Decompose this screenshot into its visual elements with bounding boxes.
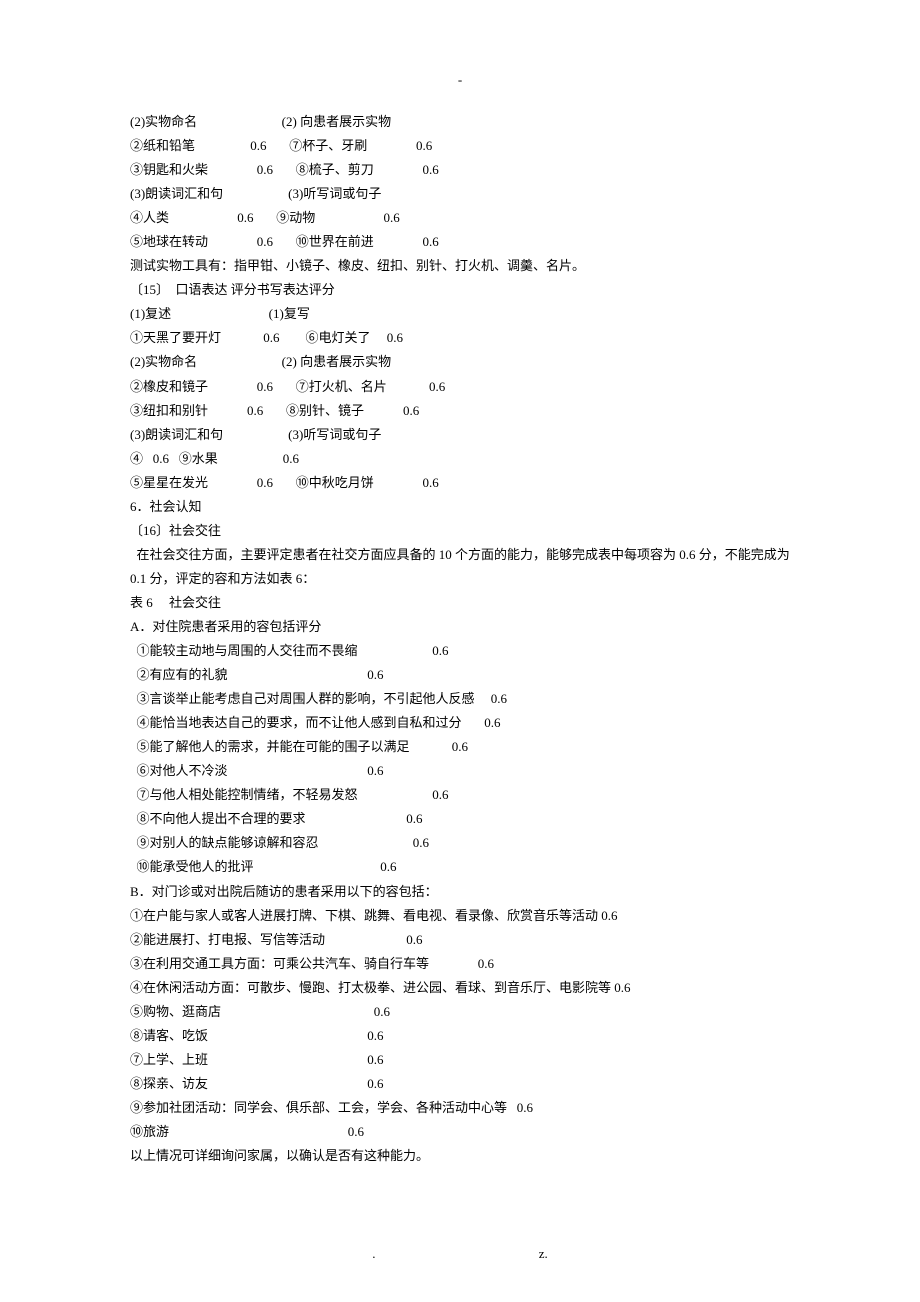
text-line: ⑤地球在转动 0.6 ⑩世界在前进 0.6 xyxy=(130,230,790,254)
text-line: 表 6 社会交往 xyxy=(130,591,790,615)
footer-right: z. xyxy=(539,1242,548,1266)
text-line: ①在户能与家人或客人进展打牌、下棋、跳舞、看电视、看录像、欣赏音乐等活动 0.6 xyxy=(130,904,790,928)
text-line: ①能较主动地与周围的人交往而不畏缩 0.6 xyxy=(130,639,790,663)
text-line: A．对住院患者采用的容包括评分 xyxy=(130,615,790,639)
text-line: (1)复述 (1)复写 xyxy=(130,302,790,326)
text-line: (2)实物命名 (2) 向患者展示实物 xyxy=(130,110,790,134)
text-line: (3)朗读词汇和句 (3)听写词或句子 xyxy=(130,182,790,206)
text-line: ⑤购物、逛商店 0.6 xyxy=(130,1000,790,1024)
text-line: ⑤能了解他人的需求，并能在可能的围子以满足 0.6 xyxy=(130,735,790,759)
text-line: ③在利用交通工具方面：可乘公共汽车、骑自行车等 0.6 xyxy=(130,952,790,976)
text-line: (2)实物命名 (2) 向患者展示实物 xyxy=(130,350,790,374)
text-line: ②橡皮和镜子 0.6 ⑦打火机、名片 0.6 xyxy=(130,375,790,399)
text-line: ④ 0.6 ⑨水果 0.6 xyxy=(130,447,790,471)
text-line: ⑤星星在发光 0.6 ⑩中秋吃月饼 0.6 xyxy=(130,471,790,495)
text-line: ②纸和铅笔 0.6 ⑦杯子、牙刷 0.6 xyxy=(130,134,790,158)
text-line: ④在休闲活动方面：可散步、慢跑、打太极拳、进公园、看球、到音乐厅、电影院等 0.… xyxy=(130,976,790,1000)
text-line: 〔15〕 口语表达 评分书写表达评分 xyxy=(130,278,790,302)
text-line: 〔16〕社会交往 xyxy=(130,519,790,543)
text-line: (3)朗读词汇和句 (3)听写词或句子 xyxy=(130,423,790,447)
text-line: 测试实物工具有：指甲钳、小镜子、橡皮、纽扣、别针、打火机、调羹、名片。 xyxy=(130,254,790,278)
text-line: ④人类 0.6 ⑨动物 0.6 xyxy=(130,206,790,230)
text-line: ④能恰当地表达自己的要求，而不让他人感到自私和过分 0.6 xyxy=(130,711,790,735)
text-line: ②能进展打、打电报、写信等活动 0.6 xyxy=(130,928,790,952)
text-line: ③钥匙和火柴 0.6 ⑧梳子、剪刀 0.6 xyxy=(130,158,790,182)
text-line: ⑧请客、吃饭 0.6 xyxy=(130,1024,790,1048)
text-line: ③纽扣和别针 0.6 ⑧别针、镜子 0.6 xyxy=(130,399,790,423)
text-line: ③言谈举止能考虑自己对周围人群的影响，不引起他人反感 0.6 xyxy=(130,687,790,711)
text-line: ⑧不向他人提出不合理的要求 0.6 xyxy=(130,807,790,831)
document-content: (2)实物命名 (2) 向患者展示实物②纸和铅笔 0.6 ⑦杯子、牙刷 0.6③… xyxy=(130,110,790,1168)
top-marker: - xyxy=(458,68,462,92)
text-line: 在社会交往方面，主要评定患者在社交方面应具备的 10 个方面的能力，能够完成表中… xyxy=(130,543,790,567)
text-line: 0.1 分，评定的容和方法如表 6： xyxy=(130,567,790,591)
text-line: 6．社会认知 xyxy=(130,495,790,519)
text-line: ⑦与他人相处能控制情绪，不轻易发怒 0.6 xyxy=(130,783,790,807)
text-line: ⑦上学、上班 0.6 xyxy=(130,1048,790,1072)
text-line: ⑩能承受他人的批评 0.6 xyxy=(130,855,790,879)
text-line: ⑩旅游 0.6 xyxy=(130,1120,790,1144)
text-line: ⑨参加社团活动：同学会、俱乐部、工会，学会、各种活动中心等 0.6 xyxy=(130,1096,790,1120)
document-page: - (2)实物命名 (2) 向患者展示实物②纸和铅笔 0.6 ⑦杯子、牙刷 0.… xyxy=(0,0,920,1302)
footer-left: . xyxy=(372,1242,375,1266)
page-footer: . z. xyxy=(0,1242,920,1266)
text-line: ⑧探亲、访友 0.6 xyxy=(130,1072,790,1096)
text-line: ⑥对他人不冷淡 0.6 xyxy=(130,759,790,783)
text-line: B．对门诊或对出院后随访的患者采用以下的容包括： xyxy=(130,880,790,904)
text-line: ⑨对别人的缺点能够谅解和容忍 0.6 xyxy=(130,831,790,855)
text-line: ①天黑了要开灯 0.6 ⑥电灯关了 0.6 xyxy=(130,326,790,350)
text-line: ②有应有的礼貌 0.6 xyxy=(130,663,790,687)
text-line: 以上情况可详细询问家属，以确认是否有这种能力。 xyxy=(130,1144,790,1168)
